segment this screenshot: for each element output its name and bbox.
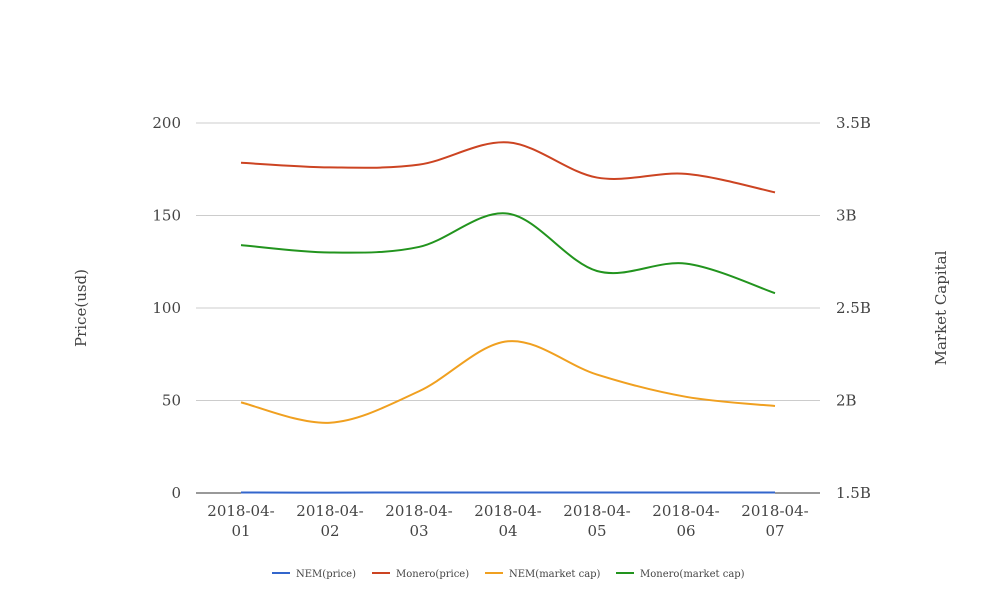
left-axis-ticks: 0 50 100 150 200 [152,114,181,502]
legend-label: Monero(market cap) [640,569,745,580]
legend-item: NEM(market cap) [485,569,601,580]
x-tick-label: 2018-04-03 [385,502,452,540]
left-tick-label: 0 [171,484,181,502]
x-tick-label: 2018-04-07 [741,502,808,540]
left-tick-label: 50 [162,392,181,410]
x-axis-ticks: 2018-04-01 2018-04-02 2018-04-03 2018-04-04… [207,502,808,540]
right-tick-label: 2B [836,392,857,410]
legend-item: Monero(market cap) [616,569,745,580]
right-tick-label: 1.5B [836,484,871,502]
legend-label: NEM(market cap) [509,569,601,580]
x-tick-label: 2018-04-02 [296,502,363,540]
left-tick-label: 100 [152,299,181,317]
series-line-nem-market-cap [240,340,776,424]
right-tick-label: 2.5B [836,299,871,317]
x-tick-label: 2018-04-04 [474,502,541,540]
series-line-monero-market-cap [240,212,776,295]
x-tick-label: 2018-04-06 [652,502,719,540]
legend-item: NEM(price) [272,569,356,580]
left-tick-label: 200 [152,114,181,132]
legend-label: NEM(price) [296,569,356,580]
left-axis-title: Price(usd) [72,269,90,347]
right-axis-title: Market Capital [932,250,950,365]
series-line-monero-price [240,141,776,194]
legend: NEM(price) Monero(price) NEM(market cap) Mo… [272,569,745,580]
right-tick-label: 3B [836,207,857,225]
left-tick-label: 150 [152,207,181,225]
right-tick-label: 3.5B [836,114,871,132]
x-tick-label: 2018-04-05 [563,502,630,540]
grid-lines [196,122,820,494]
right-axis-ticks: 1.5B 2B 2.5B 3B 3.5B [836,114,871,502]
series-lines [240,141,776,494]
x-tick-label: 2018-04-01 [207,502,274,540]
legend-label: Monero(price) [396,569,469,580]
legend-item: Monero(price) [372,569,469,580]
